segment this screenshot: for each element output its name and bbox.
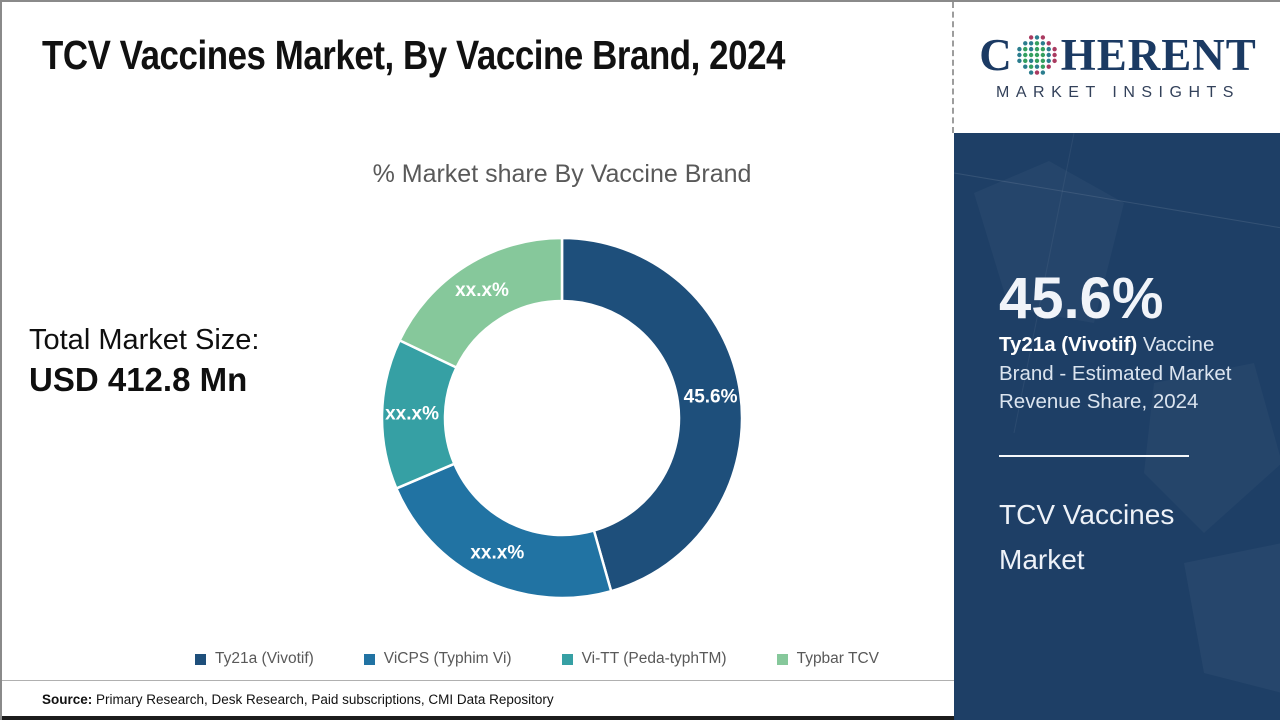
globe-dot [1028,40,1034,45]
panel-stat-value: 45.6% [999,266,1164,331]
total-market-label: Total Market Size: [29,324,260,356]
donut-slice [560,236,744,593]
logo-subtitle: MARKET INSIGHTS [996,84,1240,101]
slice-label: xx.x% [455,280,509,301]
globe-dot [1040,64,1045,69]
page-title: TCV Vaccines Market, By Vaccine Brand, 2… [42,32,916,79]
globe-dot [1016,52,1022,57]
highlight-panel: 45.6% Ty21a (Vivotif) Vaccine Brand - Es… [954,133,1280,720]
globe-dot [1034,34,1039,40]
legend-label: Vi-TT (Peda-typhTM) [581,650,727,667]
panel-divider [999,455,1189,457]
globe-dot [1034,52,1039,57]
globe-dot [1022,40,1028,45]
brand-logo: C HERENT MARKET INSIGHTS [952,2,1280,133]
globe-dot [1034,69,1039,75]
globe-dot [1040,46,1045,51]
logo-globe-icon [1016,34,1057,75]
source-divider [2,680,954,681]
globe-dot [1034,46,1039,51]
legend-label: Typbar TCV [796,650,879,667]
slice-label: xx.x% [470,542,524,563]
globe-dot [1034,64,1039,69]
globe-dot [1022,52,1028,57]
globe-dot [1040,58,1045,63]
globe-dot [1028,52,1034,57]
donut-chart: 45.6% xx.x% xx.x% xx.x% [380,236,744,600]
legend-label: ViCPS (Typhim Vi) [383,650,512,667]
panel-stat-description: Ty21a (Vivotif) Vaccine Brand - Estimate… [999,331,1237,417]
legend-swatch [363,653,375,665]
logo-word-start: C [979,30,1013,80]
bottom-edge-line [2,716,954,720]
total-market-size: Total Market Size: USD 412.8 Mn [29,324,259,399]
source-label: Source: [42,692,93,707]
total-market-value: USD 412.8 Mn [29,361,248,398]
globe-dot [1034,58,1039,63]
globe-dot [1040,52,1045,57]
globe-dot [1040,34,1045,40]
globe-dot [1046,46,1051,51]
globe-dot [1034,40,1039,45]
legend-swatch [195,653,206,665]
globe-dot [1028,69,1034,75]
panel-stat-rest: Vaccine Brand - Estimated Market Revenue… [999,333,1232,414]
globe-dot [1016,58,1022,63]
panel-stat-brand: Ty21a (Vivotif) [999,333,1138,356]
globe-dot [1028,58,1034,63]
legend-swatch [561,653,573,665]
logo-wordmark: C HERENT [979,33,1257,78]
source-line: Source: Primary Research, Desk Research,… [42,692,554,707]
slice-label: xx.x% [385,404,439,425]
panel-market-name: TCV Vaccines Market [999,499,1175,575]
donut-slice [394,462,613,600]
panel-map-texture [954,133,1280,693]
source-text: Primary Research, Desk Research, Paid su… [92,692,554,707]
globe-dot [1028,46,1034,51]
globe-dot [1046,58,1051,63]
globe-dot [1052,46,1057,51]
globe-dot [1016,46,1022,51]
legend-item: Ty21a (Vivotif) [195,650,314,668]
globe-dot [1022,58,1028,63]
globe-dot [1040,69,1045,75]
globe-dot [1052,58,1057,63]
globe-dot [1022,64,1028,69]
globe-dot [1046,64,1051,69]
legend-label: Ty21a (Vivotif) [215,650,314,667]
legend-item: Typbar TCV [776,650,879,668]
slice-label: 45.6% [684,386,738,407]
legend-swatch [776,653,788,665]
legend-item: Vi-TT (Peda-typhTM) [561,650,727,668]
globe-dot [1040,40,1045,45]
legend-item: ViCPS (Typhim Vi) [363,650,512,668]
globe-dot [1046,52,1051,57]
globe-dot [1046,40,1051,45]
chart-legend: Ty21a (Vivotif) ViCPS (Typhim Vi) Vi-TT (P… [152,650,922,668]
globe-dot [1028,64,1034,69]
logo-word-end: HERENT [1060,30,1257,80]
page-title-text: TCV Vaccines Market, By Vaccine Brand, 2… [42,32,786,78]
globe-dot [1028,34,1034,40]
globe-dot [1052,52,1057,57]
chart-title: % Market share By Vaccine Brand [372,160,752,188]
donut-slice [397,236,564,370]
globe-dot [1022,46,1028,51]
